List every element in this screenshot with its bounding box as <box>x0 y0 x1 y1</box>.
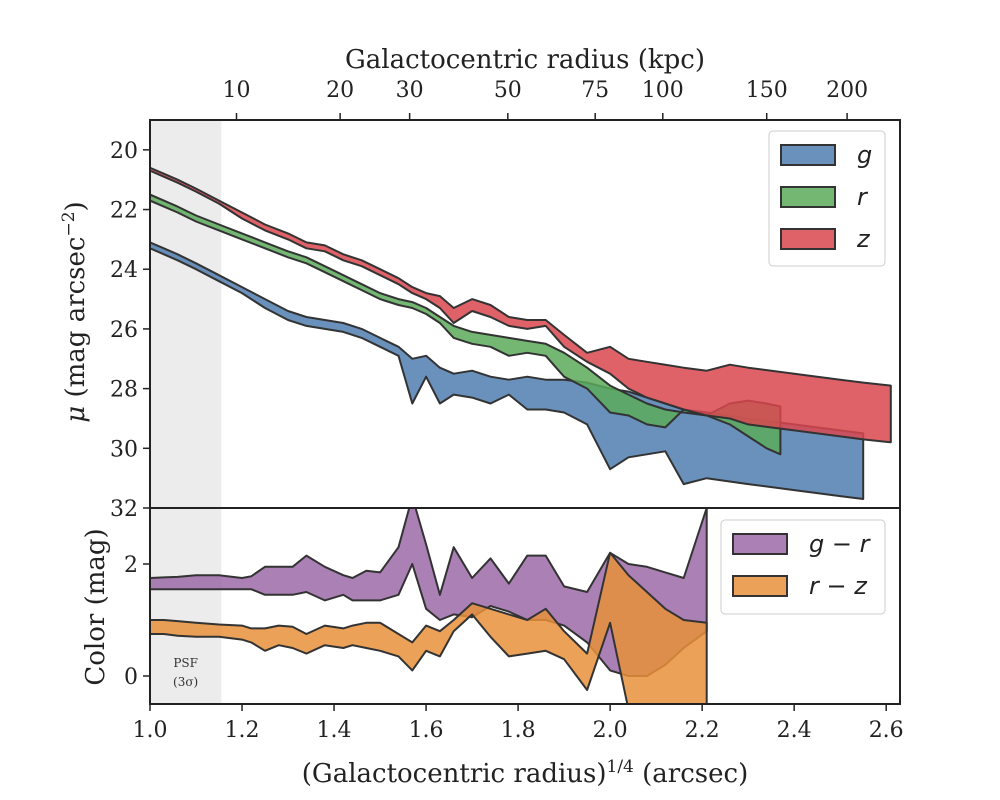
top-x-tick-label: 20 <box>326 78 354 103</box>
y-tick-label: 22 <box>110 199 138 224</box>
x-tick-label: 2.6 <box>869 718 904 743</box>
psf-sublabel: (3σ) <box>173 675 198 689</box>
legend-label: g <box>857 141 872 169</box>
axis-ticks: 20 22 24 26 28 30 32 0 2 1.0 1.2 1.4 1.6 1.8 2.0 2.2 2.4… <box>110 78 904 743</box>
top-y-axis-title: μ (mag arcsec−2) <box>59 201 91 422</box>
top-x-tick-label: 200 <box>826 78 868 103</box>
legend-swatch-gr <box>732 533 788 555</box>
legend-label: z <box>856 225 871 253</box>
legend-swatch-rz <box>732 575 788 597</box>
top-x-tick-label: 100 <box>642 78 684 103</box>
y-tick-label: 26 <box>110 318 138 343</box>
y-tick-label: 20 <box>110 139 138 164</box>
x-tick-label: 2.0 <box>593 718 628 743</box>
x-tick-label: 1.8 <box>501 718 536 743</box>
legend-surface-brightness: grz <box>768 130 886 267</box>
legend-swatch-g <box>780 144 836 166</box>
y-tick-label: 30 <box>110 437 138 462</box>
bottom-axis-title: (Galactocentric radius)1/4 (arcsec) <box>302 757 748 789</box>
band-r <box>150 193 782 456</box>
x-tick-label: 1.6 <box>409 718 444 743</box>
y-tick-label: 28 <box>110 378 138 403</box>
top-axis-title: Galactocentric radius (kpc) <box>345 45 705 75</box>
legend-swatch-r <box>780 186 836 208</box>
y-tick-label: 32 <box>110 497 138 522</box>
color-y-tick-label: 2 <box>124 553 138 578</box>
legend-color: g − r r − z <box>720 519 886 615</box>
psf-shaded-region-color <box>150 508 222 704</box>
top-x-tick-label: 50 <box>494 78 522 103</box>
legend-label: r <box>857 183 869 211</box>
x-tick-label: 1.0 <box>133 718 168 743</box>
psf-shaded-region <box>150 120 222 508</box>
color-y-tick-label: 0 <box>124 665 138 690</box>
top-x-tick-label: 30 <box>396 78 424 103</box>
x-tick-label: 2.2 <box>685 718 720 743</box>
top-x-tick-label: 150 <box>746 78 788 103</box>
surface-brightness-bands <box>150 166 892 500</box>
legend-label: r − z <box>809 572 868 600</box>
psf-label: PSF <box>173 656 198 670</box>
color-bands <box>150 508 708 704</box>
top-x-tick-label: 10 <box>223 78 251 103</box>
legend-label: g − r <box>809 530 872 558</box>
bottom-y-axis-title: Color (mag) <box>81 528 111 685</box>
bottom-panel-frame <box>149 507 901 705</box>
band-z <box>150 166 892 444</box>
band-g <box>150 241 865 500</box>
y-tick-label: 24 <box>110 258 138 283</box>
legend-swatch-z <box>780 228 836 250</box>
band-rz <box>150 551 708 704</box>
top-x-tick-label: 75 <box>581 78 609 103</box>
x-tick-label: 2.4 <box>777 718 812 743</box>
x-tick-label: 1.4 <box>317 718 352 743</box>
x-tick-label: 1.2 <box>225 718 260 743</box>
